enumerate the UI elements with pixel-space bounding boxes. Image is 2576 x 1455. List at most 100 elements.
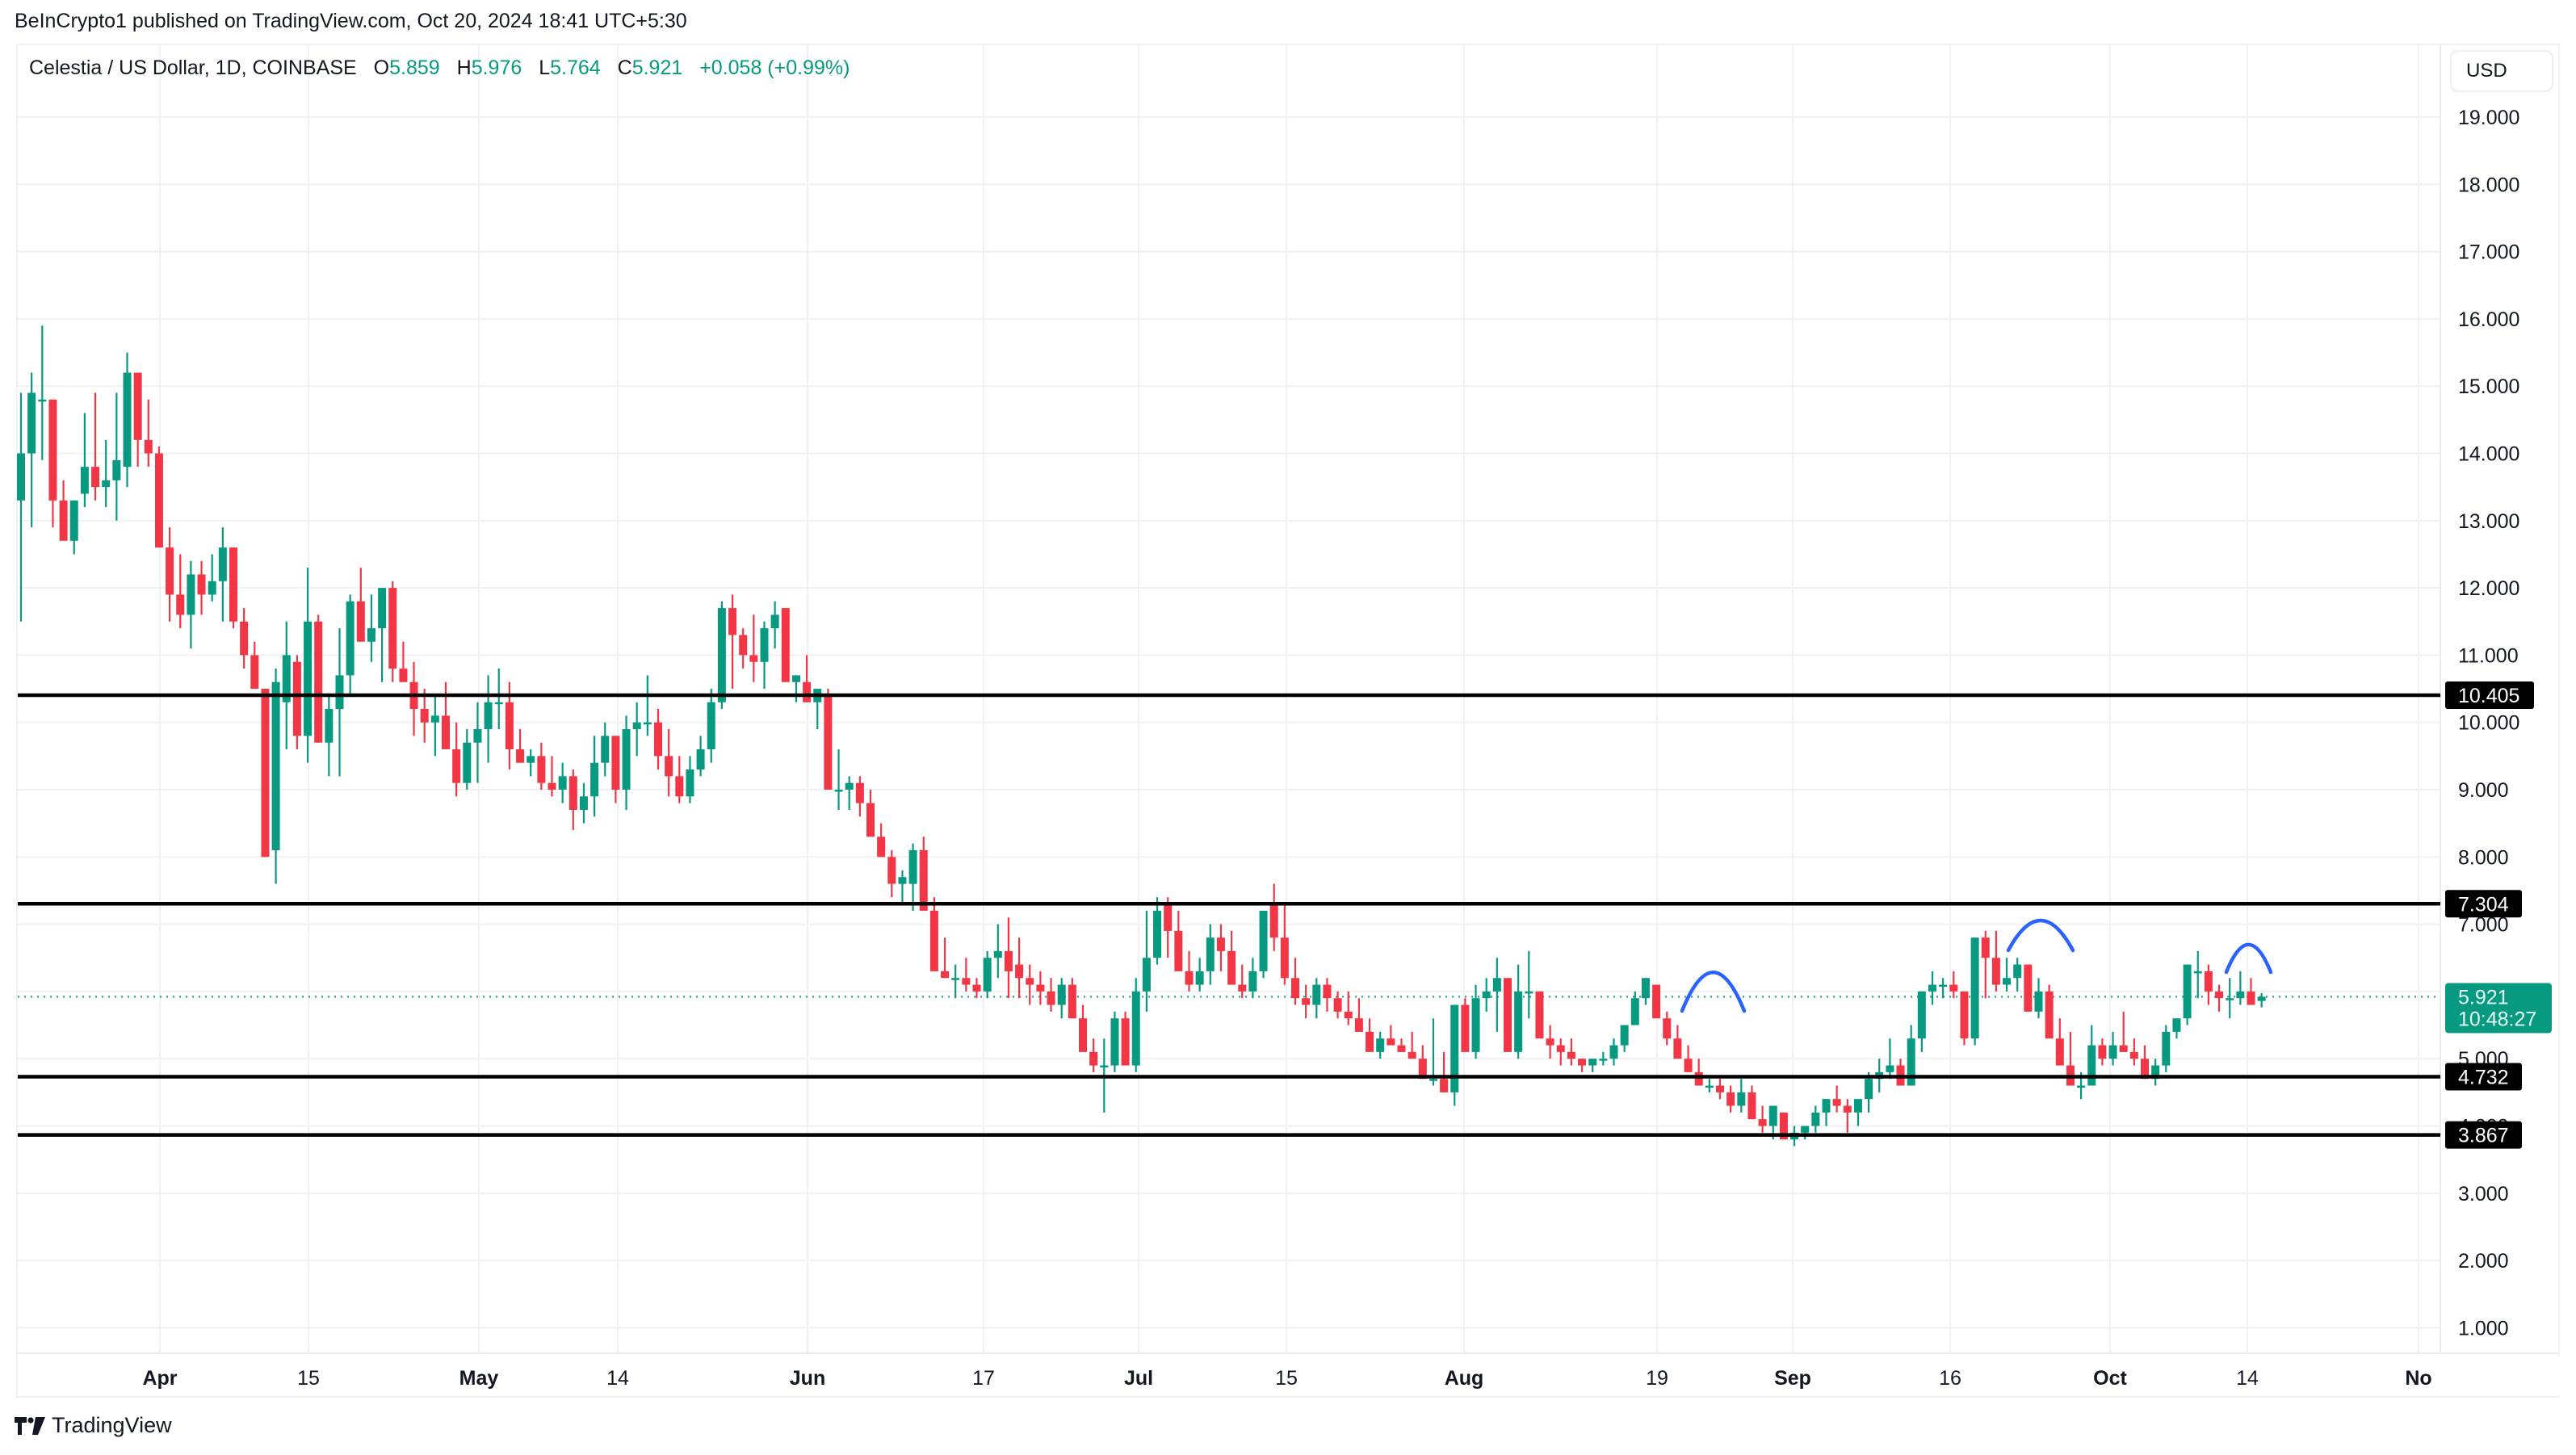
candle	[123, 372, 132, 468]
time-tick-label: No	[2405, 1367, 2431, 1390]
candle	[1131, 991, 1140, 1066]
candle	[1418, 1059, 1427, 1080]
candle	[388, 588, 397, 669]
currency-button[interactable]: USD	[2450, 50, 2553, 92]
candle	[1376, 1038, 1385, 1052]
candle	[2108, 1045, 2117, 1059]
candle	[665, 756, 673, 777]
candle	[356, 601, 365, 642]
candle	[919, 849, 928, 911]
candle	[516, 749, 525, 763]
candle	[292, 661, 301, 736]
candle	[1535, 991, 1544, 1039]
candle	[250, 655, 259, 690]
candle	[1004, 950, 1013, 971]
candle	[1036, 984, 1045, 992]
candle	[48, 399, 57, 501]
candle	[791, 675, 800, 682]
candle	[442, 715, 450, 750]
tradingview-brand-text: TradingView	[52, 1413, 172, 1437]
symbol-title[interactable]: Celestia / US Dollar, 1D, COINBASE	[29, 57, 357, 79]
candle	[1779, 1112, 1788, 1140]
price-tick-label: 13.000	[2458, 510, 2519, 533]
candle	[781, 608, 790, 682]
candle	[855, 782, 864, 803]
candle	[1747, 1092, 1756, 1120]
candle	[1588, 1059, 1597, 1066]
candle	[1344, 1011, 1353, 1019]
candle	[473, 729, 482, 743]
candle	[2034, 991, 2043, 1012]
candle	[1482, 991, 1491, 999]
price-tick-label: 15.000	[2458, 375, 2519, 398]
candle	[1216, 937, 1225, 951]
candle	[1907, 1038, 1915, 1086]
price-tick-label: 1.000	[2458, 1317, 2509, 1340]
candle	[218, 547, 227, 581]
arc-annotation[interactable]	[2006, 918, 2075, 953]
candle	[1737, 1092, 1746, 1106]
candle	[739, 635, 748, 656]
tradingview-logo[interactable]: TradingView	[15, 1413, 172, 1438]
candle	[2162, 1031, 2171, 1066]
candle	[983, 958, 992, 992]
candle	[346, 601, 355, 676]
candle	[1694, 1071, 1703, 1086]
candle	[38, 399, 47, 402]
candle	[1174, 930, 1183, 971]
candle	[261, 689, 270, 857]
price-tick-label: 12.000	[2458, 577, 2519, 600]
change-value: +0.058 (+0.99%)	[699, 57, 850, 79]
candle	[2119, 1045, 2128, 1052]
candle	[1939, 984, 1948, 987]
candle	[1504, 978, 1512, 1052]
candle	[1991, 958, 2000, 985]
candle	[208, 581, 216, 595]
price-tick-label: 11.000	[2458, 644, 2519, 667]
candle	[1652, 984, 1661, 1019]
candle	[1280, 937, 1289, 979]
candle	[717, 608, 726, 702]
candle	[1110, 1018, 1119, 1066]
candle	[69, 500, 78, 541]
candle	[399, 669, 408, 682]
candle	[1811, 1112, 1820, 1126]
price-tick-label: 9.000	[2458, 779, 2509, 802]
candle	[2247, 991, 2255, 1005]
price-tick-label: 10.000	[2458, 712, 2519, 735]
candle	[1366, 1031, 1374, 1052]
candle	[367, 628, 375, 642]
candle	[887, 857, 896, 884]
candle	[1620, 1025, 1629, 1046]
time-tick-label: 14	[606, 1367, 629, 1390]
price-tick-label: 19.000	[2458, 107, 2519, 129]
candle	[1492, 978, 1501, 992]
time-tick-label: Sep	[1774, 1367, 1811, 1390]
price-tick-label: 18.000	[2458, 174, 2519, 196]
candle	[1928, 984, 1936, 992]
candle	[611, 736, 620, 790]
candle	[898, 877, 907, 884]
high-value: 5.976	[471, 57, 522, 79]
arc-annotation[interactable]	[1680, 971, 1747, 1013]
candle	[1026, 978, 1034, 985]
candle	[2055, 1038, 2064, 1066]
current-price-text: 5.921	[2458, 986, 2509, 1008]
candle	[1397, 1045, 1406, 1052]
low-label: L	[539, 57, 551, 79]
candle	[1801, 1126, 1810, 1133]
candle	[1684, 1059, 1693, 1072]
candle	[420, 709, 429, 723]
price-tick-label: 8.000	[2458, 846, 2509, 869]
candle	[2087, 1045, 2096, 1086]
time-tick-label: Oct	[2093, 1367, 2127, 1390]
candle	[1960, 991, 1969, 1039]
candle	[1015, 964, 1024, 979]
arc-annotation[interactable]	[2224, 942, 2273, 975]
candle	[1567, 1051, 1575, 1059]
candle	[271, 681, 280, 850]
candle	[2129, 1051, 2138, 1059]
candle	[1153, 910, 1162, 958]
candle	[2077, 1085, 2086, 1088]
